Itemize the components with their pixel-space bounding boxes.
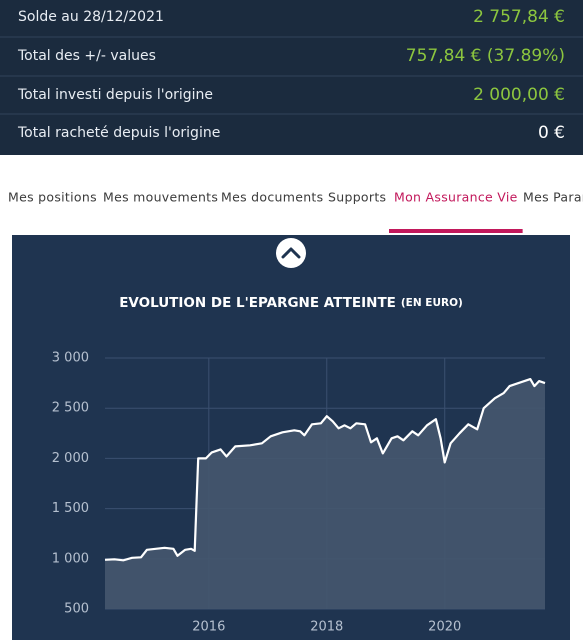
- summary-value: 2 000,00 €: [473, 85, 565, 105]
- line: [104, 378, 546, 562]
- summary-label: Total des +/- values: [17, 48, 156, 64]
- chevron-icon[interactable]: [281, 247, 301, 259]
- tab[interactable]: Mon Assurance Vie: [394, 190, 518, 205]
- title-unit: (EN EURO): [401, 297, 463, 309]
- chart-title: EVOLUTION DE L'EPARGNE ATTEINTE (EN EURO): [119, 295, 463, 311]
- x-tick-label: 2018: [310, 620, 343, 635]
- area-fill: [105, 379, 545, 609]
- summary-label: Total investi depuis l'origine: [17, 87, 213, 103]
- summary-value: 0 €: [538, 123, 565, 143]
- collapse-button[interactable]: [276, 238, 306, 268]
- tab[interactable]: Mes mouvements: [103, 190, 218, 205]
- summary-label: Total racheté depuis l'origine: [17, 125, 220, 141]
- button-circle[interactable]: [276, 238, 306, 268]
- y-tick-label: 1 000: [52, 551, 89, 566]
- summary-panel: [0, 0, 583, 155]
- summary-value: 2 757,84 €: [473, 7, 565, 27]
- tab-bar: [0, 155, 583, 235]
- title-text: EVOLUTION DE L'EPARGNE ATTEINTE: [119, 295, 396, 311]
- summary-value: 757,84 € (37.89%): [406, 46, 565, 66]
- y-tick-label: 2 500: [52, 401, 89, 416]
- y-tick-label: 500: [64, 602, 89, 617]
- tab[interactable]: Mes positions: [8, 190, 97, 205]
- summary-label: Solde au 28/12/2021: [18, 9, 164, 25]
- y-tick-label: 3 000: [52, 351, 89, 366]
- y-tick-label: 1 500: [52, 501, 89, 516]
- y-tick-label: 2 000: [52, 451, 89, 466]
- tab[interactable]: Supports: [328, 190, 386, 205]
- tab[interactable]: Mes Param: [523, 190, 583, 205]
- x-tick-label: 2020: [428, 620, 461, 635]
- x-tick-label: 2016: [192, 620, 225, 635]
- active-tab-underline: [389, 229, 523, 233]
- tab[interactable]: Mes documents: [221, 190, 323, 205]
